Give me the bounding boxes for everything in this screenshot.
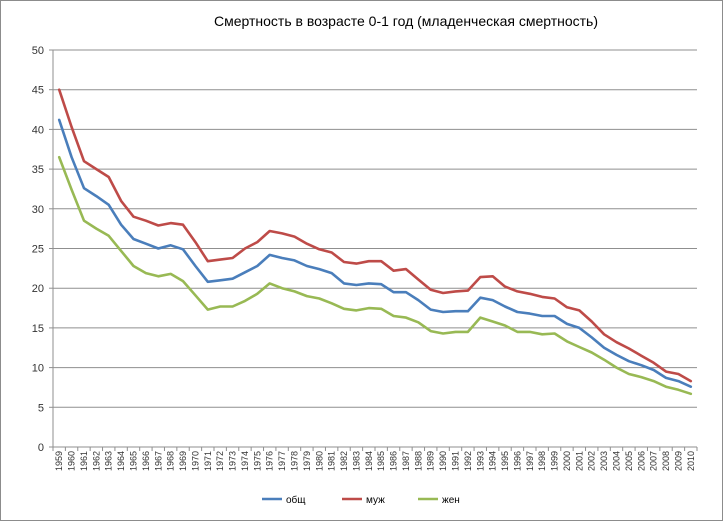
y-tick-label: 20 [32,283,44,295]
y-tick-label: 10 [32,363,44,375]
y-tick-labels: 0 5 10 15 20 25 30 35 40 45 50 [32,45,44,454]
x-tick-label: 2008 [661,451,671,471]
legend-label-3: жен [442,495,460,506]
x-tick-label: 2003 [599,451,609,471]
x-tick-label: 1994 [488,451,498,471]
x-tick-label: 1963 [104,451,114,471]
x-tick-label: 1962 [91,451,101,471]
series-line-3 [57,155,693,396]
x-tick-label: 1979 [302,451,312,471]
x-tick-label: 1975 [252,451,262,471]
x-tick-label: 1959 [54,451,64,471]
x-tick-label: 1968 [166,451,176,471]
x-tick-label: 1999 [550,451,560,471]
series-lines [57,88,693,396]
y-tick-label: 45 [32,85,44,97]
x-tick-label: 2009 [673,451,683,471]
legend: общ муж жен [262,494,460,506]
x-tick-label: 1977 [277,451,287,471]
gridlines [49,49,697,448]
x-tick-label: 1997 [525,451,535,471]
x-tick-label: 2002 [587,451,597,471]
x-tick-label: 2010 [686,451,696,471]
x-tick-label: 1967 [153,451,163,471]
x-tick-label: 1996 [512,451,522,471]
x-tick-label: 1981 [327,451,337,471]
x-tick-label: 2006 [636,451,646,471]
x-tick-label: 1985 [376,451,386,471]
x-tick-label: 2005 [624,451,634,471]
x-tick-label: 2004 [612,451,622,471]
x-tick-label: 1969 [178,451,188,471]
x-tick-label: 1972 [215,451,225,471]
y-tick-label: 25 [32,244,44,256]
x-tick-label: 1982 [339,451,349,471]
x-tick-label: 1964 [116,451,126,471]
y-tick-label: 30 [32,204,44,216]
x-tick-label: 1992 [463,451,473,471]
x-tick-label: 1987 [401,451,411,471]
series-line-2 [57,88,693,383]
x-tick-label: 1973 [228,451,238,471]
x-tick-label: 1986 [389,451,399,471]
y-tick-label: 40 [32,124,44,136]
x-tick-label: 1995 [500,451,510,471]
x-tick-label: 2000 [562,451,572,471]
x-tick-label: 1998 [537,451,547,471]
x-tick-label: 1978 [290,451,300,471]
legend-label-1: общ [286,494,306,506]
x-tick-label: 1980 [314,451,324,471]
x-tick-label: 1993 [475,451,485,471]
x-tick-label: 1960 [67,451,77,471]
x-tick-label: 1971 [203,451,213,471]
x-tick-label: 1984 [364,451,374,471]
x-tick-label: 1966 [141,451,151,471]
x-tick-label: 1961 [79,451,89,471]
x-tick-label: 1974 [240,451,250,471]
y-tick-label: 0 [38,442,44,454]
x-tick-label: 1965 [129,451,139,471]
x-tick-label: 1976 [265,451,275,471]
x-tick-label: 2001 [574,451,584,471]
y-tick-label: 5 [38,402,44,414]
x-tick-labels: 1959 1960 1961 1962 1963 1964 1965 1966 1967 1968… [52,447,698,471]
chart-title: Смертность в возрасте 0-1 год (младенчес… [214,13,598,29]
legend-label-2: муж [366,495,385,506]
x-tick-label: 1991 [451,451,461,471]
x-tick-label: 1988 [413,451,423,471]
y-tick-label: 35 [32,164,44,176]
x-tick-label: 1983 [351,451,361,471]
x-tick-label: 2007 [649,451,659,471]
y-tick-label: 15 [32,323,44,335]
y-tick-label: 50 [32,45,44,57]
x-tick-label: 1990 [438,451,448,471]
x-tick-label: 1989 [426,451,436,471]
series-line-1 [57,118,693,389]
x-tick-label: 1970 [190,451,200,471]
